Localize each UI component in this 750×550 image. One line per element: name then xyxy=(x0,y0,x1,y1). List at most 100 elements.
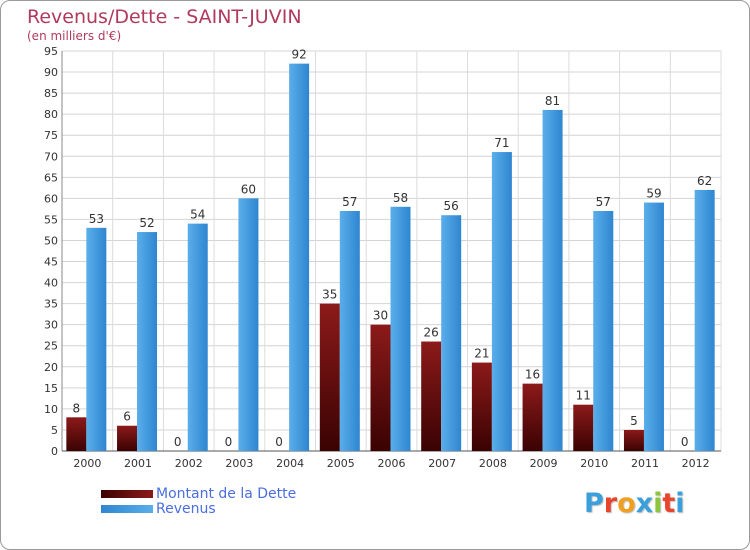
bar-revenus xyxy=(86,227,107,451)
data-label-revenus: 92 xyxy=(291,48,306,62)
chart-subtitle: (en milliers d'€) xyxy=(27,29,122,43)
data-label-revenus: 57 xyxy=(342,195,357,209)
bar-revenus xyxy=(542,109,563,452)
y-tick-label: 55 xyxy=(44,213,58,226)
data-label-revenus: 54 xyxy=(190,208,205,222)
bars xyxy=(66,63,715,452)
legend-label-dette: Montant de la Dette xyxy=(156,486,297,502)
x-tick-label: 2008 xyxy=(479,457,507,470)
data-label-dette: 16 xyxy=(525,368,540,382)
y-tick-label: 80 xyxy=(44,108,58,121)
bar-revenus xyxy=(339,211,360,451)
bar-revenus xyxy=(390,206,411,451)
bar-revenus xyxy=(441,215,462,451)
bar-dette xyxy=(66,417,87,451)
chart-title: Revenus/Dette - SAINT-JUVIN xyxy=(27,6,302,28)
data-label-revenus: 58 xyxy=(393,191,408,205)
proxiti-logo: Proxiti xyxy=(584,488,685,519)
data-label-dette: 0 xyxy=(174,435,182,449)
data-label-dette: 0 xyxy=(225,435,233,449)
bar-dette xyxy=(370,324,391,451)
bar-revenus xyxy=(593,211,614,451)
bar-revenus xyxy=(643,202,664,451)
x-tick-label: 2011 xyxy=(631,457,659,470)
y-tick-label: 15 xyxy=(44,382,58,395)
y-tick-label: 10 xyxy=(44,403,58,416)
bar-dette xyxy=(522,383,543,451)
y-tick-label: 45 xyxy=(44,256,58,269)
y-tick-label: 75 xyxy=(44,129,58,142)
bar-dette xyxy=(471,362,492,451)
y-tick-label: 40 xyxy=(44,277,58,290)
logo-letter: o xyxy=(617,488,636,519)
bar-dette xyxy=(117,425,138,451)
x-tick-label: 2007 xyxy=(428,457,456,470)
x-tick-label: 2000 xyxy=(73,457,101,470)
data-label-dette: 30 xyxy=(373,309,388,323)
bar-revenus xyxy=(491,152,512,452)
bar-dette xyxy=(573,404,594,451)
y-tick-label: 25 xyxy=(44,340,58,353)
logo-letter: r xyxy=(603,488,618,519)
data-label-dette: 26 xyxy=(424,326,439,340)
logo-letter: P xyxy=(584,488,604,519)
bar-revenus xyxy=(694,189,715,451)
data-label-dette: 0 xyxy=(681,435,689,449)
data-label-revenus: 56 xyxy=(444,199,459,213)
data-label-dette: 35 xyxy=(322,288,337,302)
logo-letter: i xyxy=(675,488,685,519)
y-tick-label: 70 xyxy=(44,150,58,163)
data-label-revenus: 60 xyxy=(241,182,256,196)
data-labels: 8 53 6 52 0 54 0 60 0 92 35 57 30 58 26 56 21 71 16 81 11 57 5… xyxy=(73,48,713,449)
data-label-dette: 21 xyxy=(474,347,489,361)
data-label-revenus: 57 xyxy=(596,195,611,209)
bar-revenus xyxy=(289,63,310,451)
data-label-dette: 11 xyxy=(576,389,591,403)
y-tick-label: 30 xyxy=(44,319,58,332)
x-tick-label: 2009 xyxy=(530,457,558,470)
x-tick-label: 2010 xyxy=(580,457,608,470)
bar-dette xyxy=(319,303,340,451)
x-tick-label: 2001 xyxy=(124,457,152,470)
bar-revenus xyxy=(137,232,158,451)
data-label-dette: 8 xyxy=(73,401,81,415)
x-tick-label: 2002 xyxy=(175,457,203,470)
y-tick-label: 60 xyxy=(44,192,58,205)
legend-swatch-dette xyxy=(101,490,153,498)
data-label-revenus: 71 xyxy=(494,136,509,150)
legend-label-revenus: Revenus xyxy=(156,501,216,517)
logo-letter: x xyxy=(635,488,654,519)
x-tick-label: 2006 xyxy=(378,457,406,470)
legend-swatch-revenus xyxy=(101,505,153,513)
bar-revenus xyxy=(238,198,259,451)
data-label-revenus: 81 xyxy=(545,94,560,108)
y-tick-label: 85 xyxy=(44,87,58,100)
x-tick-label: 2005 xyxy=(327,457,355,470)
y-tick-label: 65 xyxy=(44,171,58,184)
y-tick-label: 20 xyxy=(44,361,58,374)
y-tick-label: 35 xyxy=(44,298,58,311)
data-label-dette: 6 xyxy=(123,410,131,424)
data-label-revenus: 53 xyxy=(89,212,104,226)
logo-letter: i xyxy=(653,488,663,519)
bar-dette xyxy=(623,429,644,451)
y-tick-label: 50 xyxy=(44,234,58,247)
data-label-revenus: 59 xyxy=(646,187,661,201)
data-label-revenus: 62 xyxy=(697,174,712,188)
y-tick-label: 5 xyxy=(51,424,58,437)
y-tick-label: 0 xyxy=(51,445,58,458)
x-tick-label: 2003 xyxy=(225,457,253,470)
x-tick-label: 2012 xyxy=(682,457,710,470)
axes: 0510152025303540455055606570758085909520… xyxy=(44,45,721,470)
bar-revenus xyxy=(187,223,208,451)
bar-dette xyxy=(421,341,442,451)
x-tick-label: 2004 xyxy=(276,457,304,470)
y-tick-label: 90 xyxy=(44,66,58,79)
data-label-dette: 0 xyxy=(275,435,283,449)
data-label-revenus: 52 xyxy=(139,216,154,230)
y-tick-label: 95 xyxy=(44,45,58,58)
data-label-dette: 5 xyxy=(630,414,638,428)
logo-letter: t xyxy=(662,488,676,519)
